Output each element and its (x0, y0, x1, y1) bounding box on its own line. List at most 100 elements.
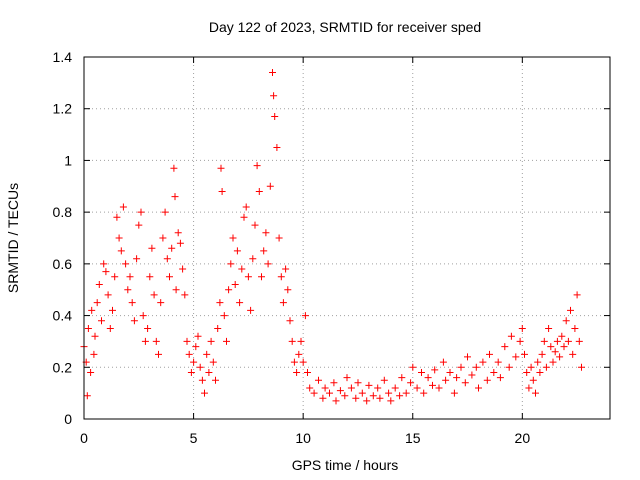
data-point (183, 337, 191, 345)
data-point (229, 234, 237, 242)
data-point (168, 244, 176, 252)
data-point (536, 369, 544, 376)
data-point (457, 363, 465, 371)
data-point (398, 374, 406, 382)
data-point (571, 325, 579, 332)
data-point (277, 273, 285, 281)
data-point (496, 374, 504, 382)
data-point (83, 392, 91, 400)
data-point (315, 376, 322, 384)
x-tick-label: 5 (190, 430, 198, 446)
data-point (233, 247, 241, 255)
data-point (542, 363, 550, 371)
data-point (540, 337, 548, 345)
data-point (209, 358, 217, 366)
data-point (117, 247, 125, 255)
data-point (385, 389, 393, 397)
data-point (192, 343, 200, 351)
data-point (187, 369, 195, 376)
data-point (212, 376, 219, 384)
data-point (93, 299, 101, 307)
y-axis-label: SRMTID / TECUs (5, 183, 21, 293)
data-point (512, 353, 520, 361)
data-point (413, 384, 421, 392)
data-point (260, 247, 268, 255)
data-point (429, 381, 436, 389)
data-point (396, 392, 404, 400)
data-point (431, 366, 439, 374)
data-point (391, 384, 399, 392)
data-point (310, 389, 318, 397)
y-tick-label: 0.4 (53, 308, 73, 324)
data-point (330, 379, 338, 387)
data-point (424, 374, 432, 382)
data-point (172, 286, 180, 294)
data-point (332, 397, 340, 405)
data-point (100, 260, 108, 268)
data-point (284, 286, 292, 294)
data-point (336, 387, 344, 395)
data-point (387, 397, 395, 405)
data-point (126, 273, 134, 281)
data-point (578, 363, 585, 371)
data-point (472, 363, 480, 371)
data-point (157, 299, 165, 307)
data-point (553, 337, 561, 345)
data-point (304, 369, 311, 376)
data-point (203, 350, 211, 358)
data-point (141, 337, 149, 345)
data-point (358, 389, 366, 397)
data-point (150, 291, 158, 299)
data-point (518, 325, 526, 332)
data-point (217, 164, 225, 172)
data-point (483, 376, 491, 384)
data-point (84, 325, 92, 332)
data-point (486, 350, 493, 358)
data-point (282, 265, 290, 273)
y-tick-label: 1.2 (53, 101, 73, 117)
data-point (231, 281, 239, 288)
data-point (545, 325, 553, 332)
data-point (475, 384, 482, 392)
data-point (194, 332, 202, 340)
data-point (409, 363, 417, 371)
data-point (227, 260, 235, 268)
data-point (290, 358, 298, 366)
data-point (420, 389, 428, 397)
data-point (174, 229, 182, 237)
data-point (573, 291, 581, 299)
data-point (556, 353, 564, 361)
data-point (376, 394, 384, 402)
data-point (266, 182, 274, 190)
x-axis-label: GPS time / hours (292, 457, 399, 473)
data-point (549, 358, 557, 366)
y-tick-label: 0.8 (53, 204, 73, 220)
data-point (501, 343, 509, 351)
data-point (343, 374, 351, 382)
data-point (135, 221, 143, 229)
data-point (439, 358, 447, 366)
data-point (575, 337, 583, 345)
data-point (196, 363, 204, 371)
data-point (218, 188, 226, 195)
data-point (90, 350, 98, 358)
data-point (523, 369, 531, 376)
data-point (532, 389, 539, 397)
data-point (507, 332, 515, 340)
data-point (446, 369, 454, 376)
data-point (163, 255, 171, 263)
data-point (185, 350, 193, 358)
data-point (144, 325, 152, 332)
data-point (225, 286, 233, 294)
data-point (551, 348, 559, 356)
chart-title: Day 122 of 2023, SRMTID for receiver spe… (209, 19, 481, 35)
data-point (468, 371, 476, 379)
data-point (275, 234, 283, 242)
data-point (251, 221, 259, 229)
data-point (547, 343, 555, 351)
data-point (369, 392, 377, 400)
data-point (249, 255, 257, 263)
data-point (374, 384, 382, 392)
data-point (102, 268, 110, 276)
data-point (130, 317, 138, 325)
